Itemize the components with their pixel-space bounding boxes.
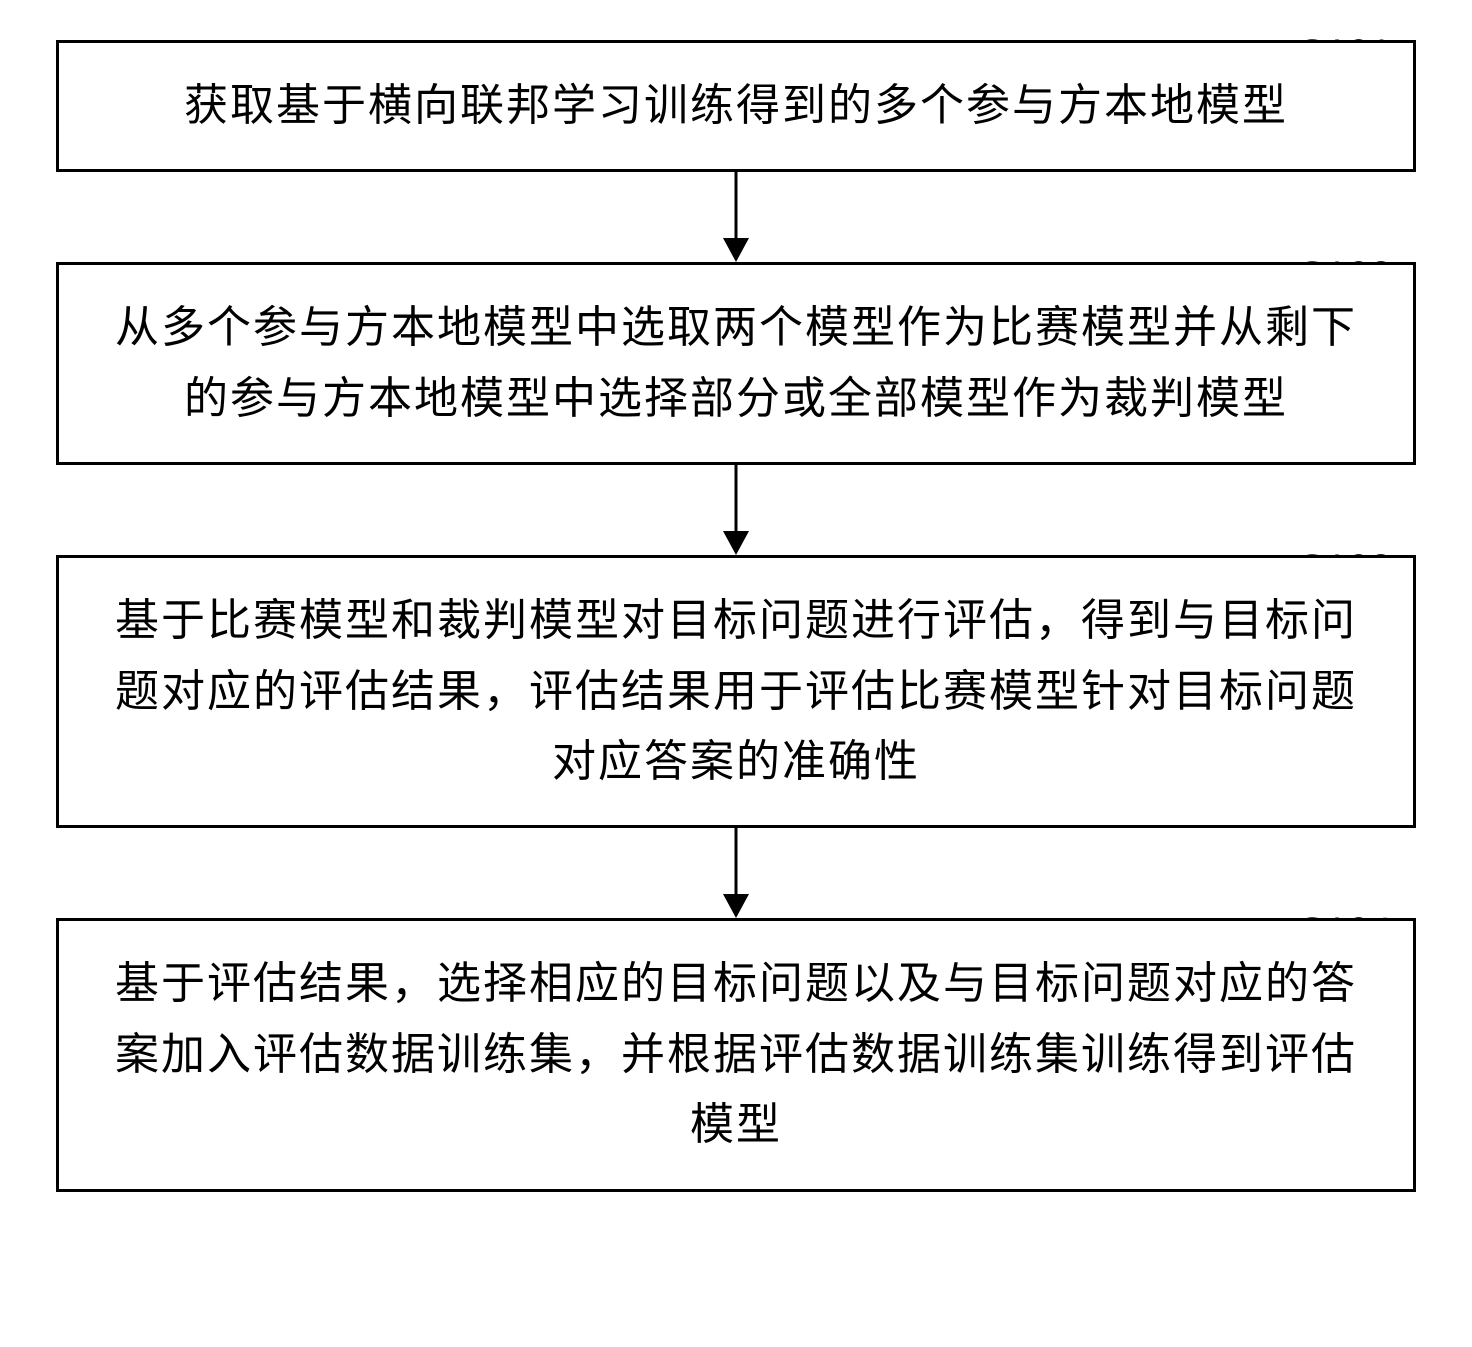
arrow-2 [711,465,761,555]
step-container-4: S104 基于评估结果，选择相应的目标问题以及与目标问题对应的答案加入评估数据训… [20,918,1452,1191]
flowchart-container: S101 获取基于横向联邦学习训练得到的多个参与方本地模型 S102 从多个参与… [20,40,1452,1192]
step-container-1: S101 获取基于横向联邦学习训练得到的多个参与方本地模型 [20,40,1452,172]
step-container-3: S103 基于比赛模型和裁判模型对目标问题进行评估，得到与目标问题对应的评估结果… [20,555,1452,828]
step-text-s102: 从多个参与方本地模型中选取两个模型作为比赛模型并从剩下的参与方本地模型中选择部分… [109,293,1363,434]
step-text-s104: 基于评估结果，选择相应的目标问题以及与目标问题对应的答案加入评估数据训练集，并根… [109,949,1363,1160]
step-box-s103: 基于比赛模型和裁判模型对目标问题进行评估，得到与目标问题对应的评估结果，评估结果… [56,555,1416,828]
arrow-icon [711,172,761,262]
arrow-1 [711,172,761,262]
step-box-s102: 从多个参与方本地模型中选取两个模型作为比赛模型并从剩下的参与方本地模型中选择部分… [56,262,1416,465]
step-box-s101: 获取基于横向联邦学习训练得到的多个参与方本地模型 [56,40,1416,172]
step-box-s104: 基于评估结果，选择相应的目标问题以及与目标问题对应的答案加入评估数据训练集，并根… [56,918,1416,1191]
arrow-icon [711,828,761,918]
step-text-s103: 基于比赛模型和裁判模型对目标问题进行评估，得到与目标问题对应的评估结果，评估结果… [109,586,1363,797]
step-text-s101: 获取基于横向联邦学习训练得到的多个参与方本地模型 [109,71,1363,141]
arrow-icon [711,465,761,555]
arrow-3 [711,828,761,918]
step-container-2: S102 从多个参与方本地模型中选取两个模型作为比赛模型并从剩下的参与方本地模型… [20,262,1452,465]
